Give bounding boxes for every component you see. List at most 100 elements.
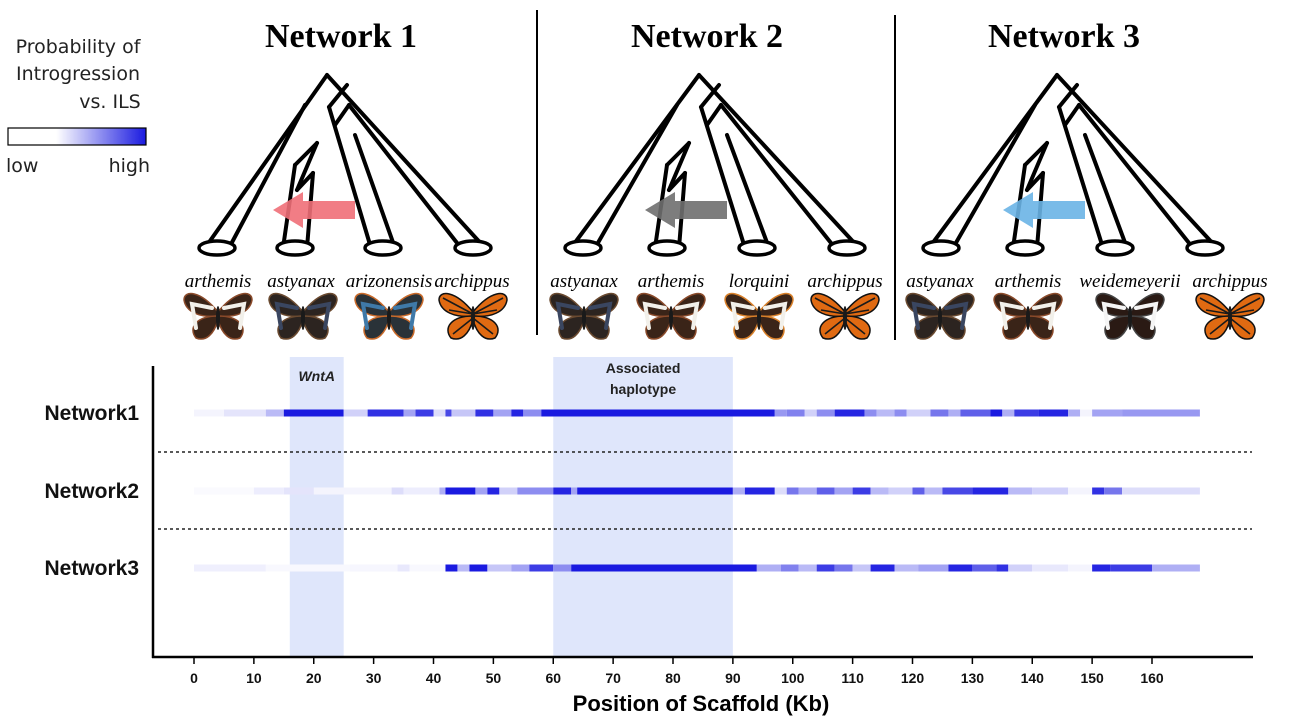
butterfly-vein	[472, 297, 504, 335]
heat-segment	[1080, 409, 1093, 417]
network-1-species-2: astyanax	[267, 271, 335, 292]
tree-branch-line	[1077, 103, 1195, 250]
tree-branch-line	[325, 73, 487, 250]
x-tick-label: 110	[841, 670, 864, 686]
butterfly-wing	[939, 315, 966, 340]
x-tick-label: 0	[190, 670, 198, 686]
heat-segment	[852, 487, 871, 495]
heat-segment	[870, 487, 889, 495]
heat-segment	[894, 409, 907, 417]
butterfly-vein	[442, 297, 474, 335]
x-tick-label: 100	[781, 670, 805, 686]
heat-segment	[391, 487, 404, 495]
heat-segment	[493, 409, 512, 417]
heat-segment	[499, 487, 518, 495]
heat-segment	[852, 564, 871, 572]
heat-segment	[804, 409, 817, 417]
network-3-species-2: arthemis	[995, 271, 1062, 292]
tree-branch-line	[327, 105, 373, 250]
tree-branch-line	[1025, 141, 1049, 192]
tree-tip-ellipse	[453, 239, 493, 257]
x-tick-label: 90	[725, 670, 741, 686]
heat-segment	[918, 564, 949, 572]
heat-segment	[732, 487, 745, 495]
tree-tip-ellipse	[647, 239, 687, 257]
heat-segment	[912, 487, 925, 495]
heat-segment	[1068, 487, 1093, 495]
butterfly-wing	[1027, 315, 1054, 340]
region-label: WntA	[298, 368, 335, 384]
tree-branch-line	[347, 103, 463, 250]
network-2-introgression-arrow	[645, 192, 727, 228]
heat-segment	[523, 409, 542, 417]
probability-legend: Probability of Introgression vs. ILS low…	[6, 36, 150, 177]
network-3-tree	[921, 73, 1225, 257]
butterfly-vein	[1229, 297, 1261, 335]
row-label: Network3	[44, 557, 139, 580]
heat-segment	[433, 409, 446, 417]
heat-segment	[864, 409, 877, 417]
tree-branch-line	[227, 103, 307, 250]
heat-segment	[786, 409, 805, 417]
heat-segment	[445, 409, 452, 417]
heat-segment	[1092, 487, 1105, 495]
butterfly-wing	[670, 315, 697, 340]
x-tick-label: 80	[665, 670, 681, 686]
network-1-species-1: arthemis	[185, 271, 252, 292]
butterfly-wing	[733, 315, 760, 340]
heat-segment	[343, 409, 368, 417]
heat-segment	[774, 409, 787, 417]
network-3-species-1: astyanax	[906, 271, 974, 292]
tree-tip-ellipse	[737, 239, 777, 257]
butterfly-body	[1228, 306, 1232, 330]
butterfly-wing	[758, 315, 785, 340]
butterfly-band	[555, 301, 580, 330]
butterfly-wing	[645, 315, 672, 340]
heat-segment	[415, 409, 434, 417]
legend-low-label: low	[6, 155, 38, 177]
network-3-species-4: archippus	[1192, 271, 1267, 292]
network-3-butterfly-images	[905, 292, 1265, 340]
heat-segment	[283, 487, 314, 495]
tree-branch-line	[1063, 103, 1081, 127]
butterfly-body	[216, 306, 220, 330]
x-tick-label: 150	[1080, 670, 1104, 686]
butterfly-wing	[914, 315, 941, 340]
butterfly-body	[938, 306, 942, 330]
heat-segment	[265, 409, 284, 417]
butterfly-image	[905, 292, 975, 340]
tree-tip-ellipse	[1185, 239, 1225, 257]
heat-segment	[798, 487, 817, 495]
tree-branch-line	[667, 141, 691, 192]
heat-segment	[924, 487, 943, 495]
x-tick-label: 130	[961, 670, 985, 686]
network-1-introgression-arrow	[273, 192, 355, 228]
x-tick-label: 40	[426, 670, 442, 686]
row-label: Network2	[44, 480, 139, 503]
heat-segment	[577, 487, 733, 495]
tree-branch-line	[725, 133, 771, 250]
x-tick-label: 10	[246, 670, 262, 686]
butterfly-body	[471, 306, 475, 330]
butterfly-body	[301, 306, 305, 330]
x-tick-label: 140	[1021, 670, 1045, 686]
butterfly-band	[393, 301, 418, 330]
heat-segment	[972, 564, 997, 572]
x-axis-ticks: 0 10 20 30 40 50 60 70 80 90 100 110 120 130 140 150 160	[190, 657, 1164, 686]
network-1-species-4: archippus	[434, 271, 509, 292]
heat-segment	[253, 487, 284, 495]
tree-branch-line	[353, 133, 397, 250]
heat-segment	[511, 409, 524, 417]
tree-branch-line	[699, 105, 747, 250]
heat-segment	[1122, 487, 1152, 495]
heat-segment	[1092, 564, 1111, 572]
butterfly-body	[843, 306, 847, 330]
butterfly-image	[354, 292, 424, 340]
tree-tip-ellipse	[197, 239, 237, 257]
network-3-introgression-arrow	[1003, 192, 1085, 228]
heat-segment	[870, 564, 895, 572]
butterfly-wing	[192, 315, 219, 340]
butterfly-wing	[363, 315, 390, 340]
legend-title-line-3: vs. ILS	[79, 91, 140, 113]
x-axis-title: Position of Scaffold (Kb)	[573, 691, 830, 716]
